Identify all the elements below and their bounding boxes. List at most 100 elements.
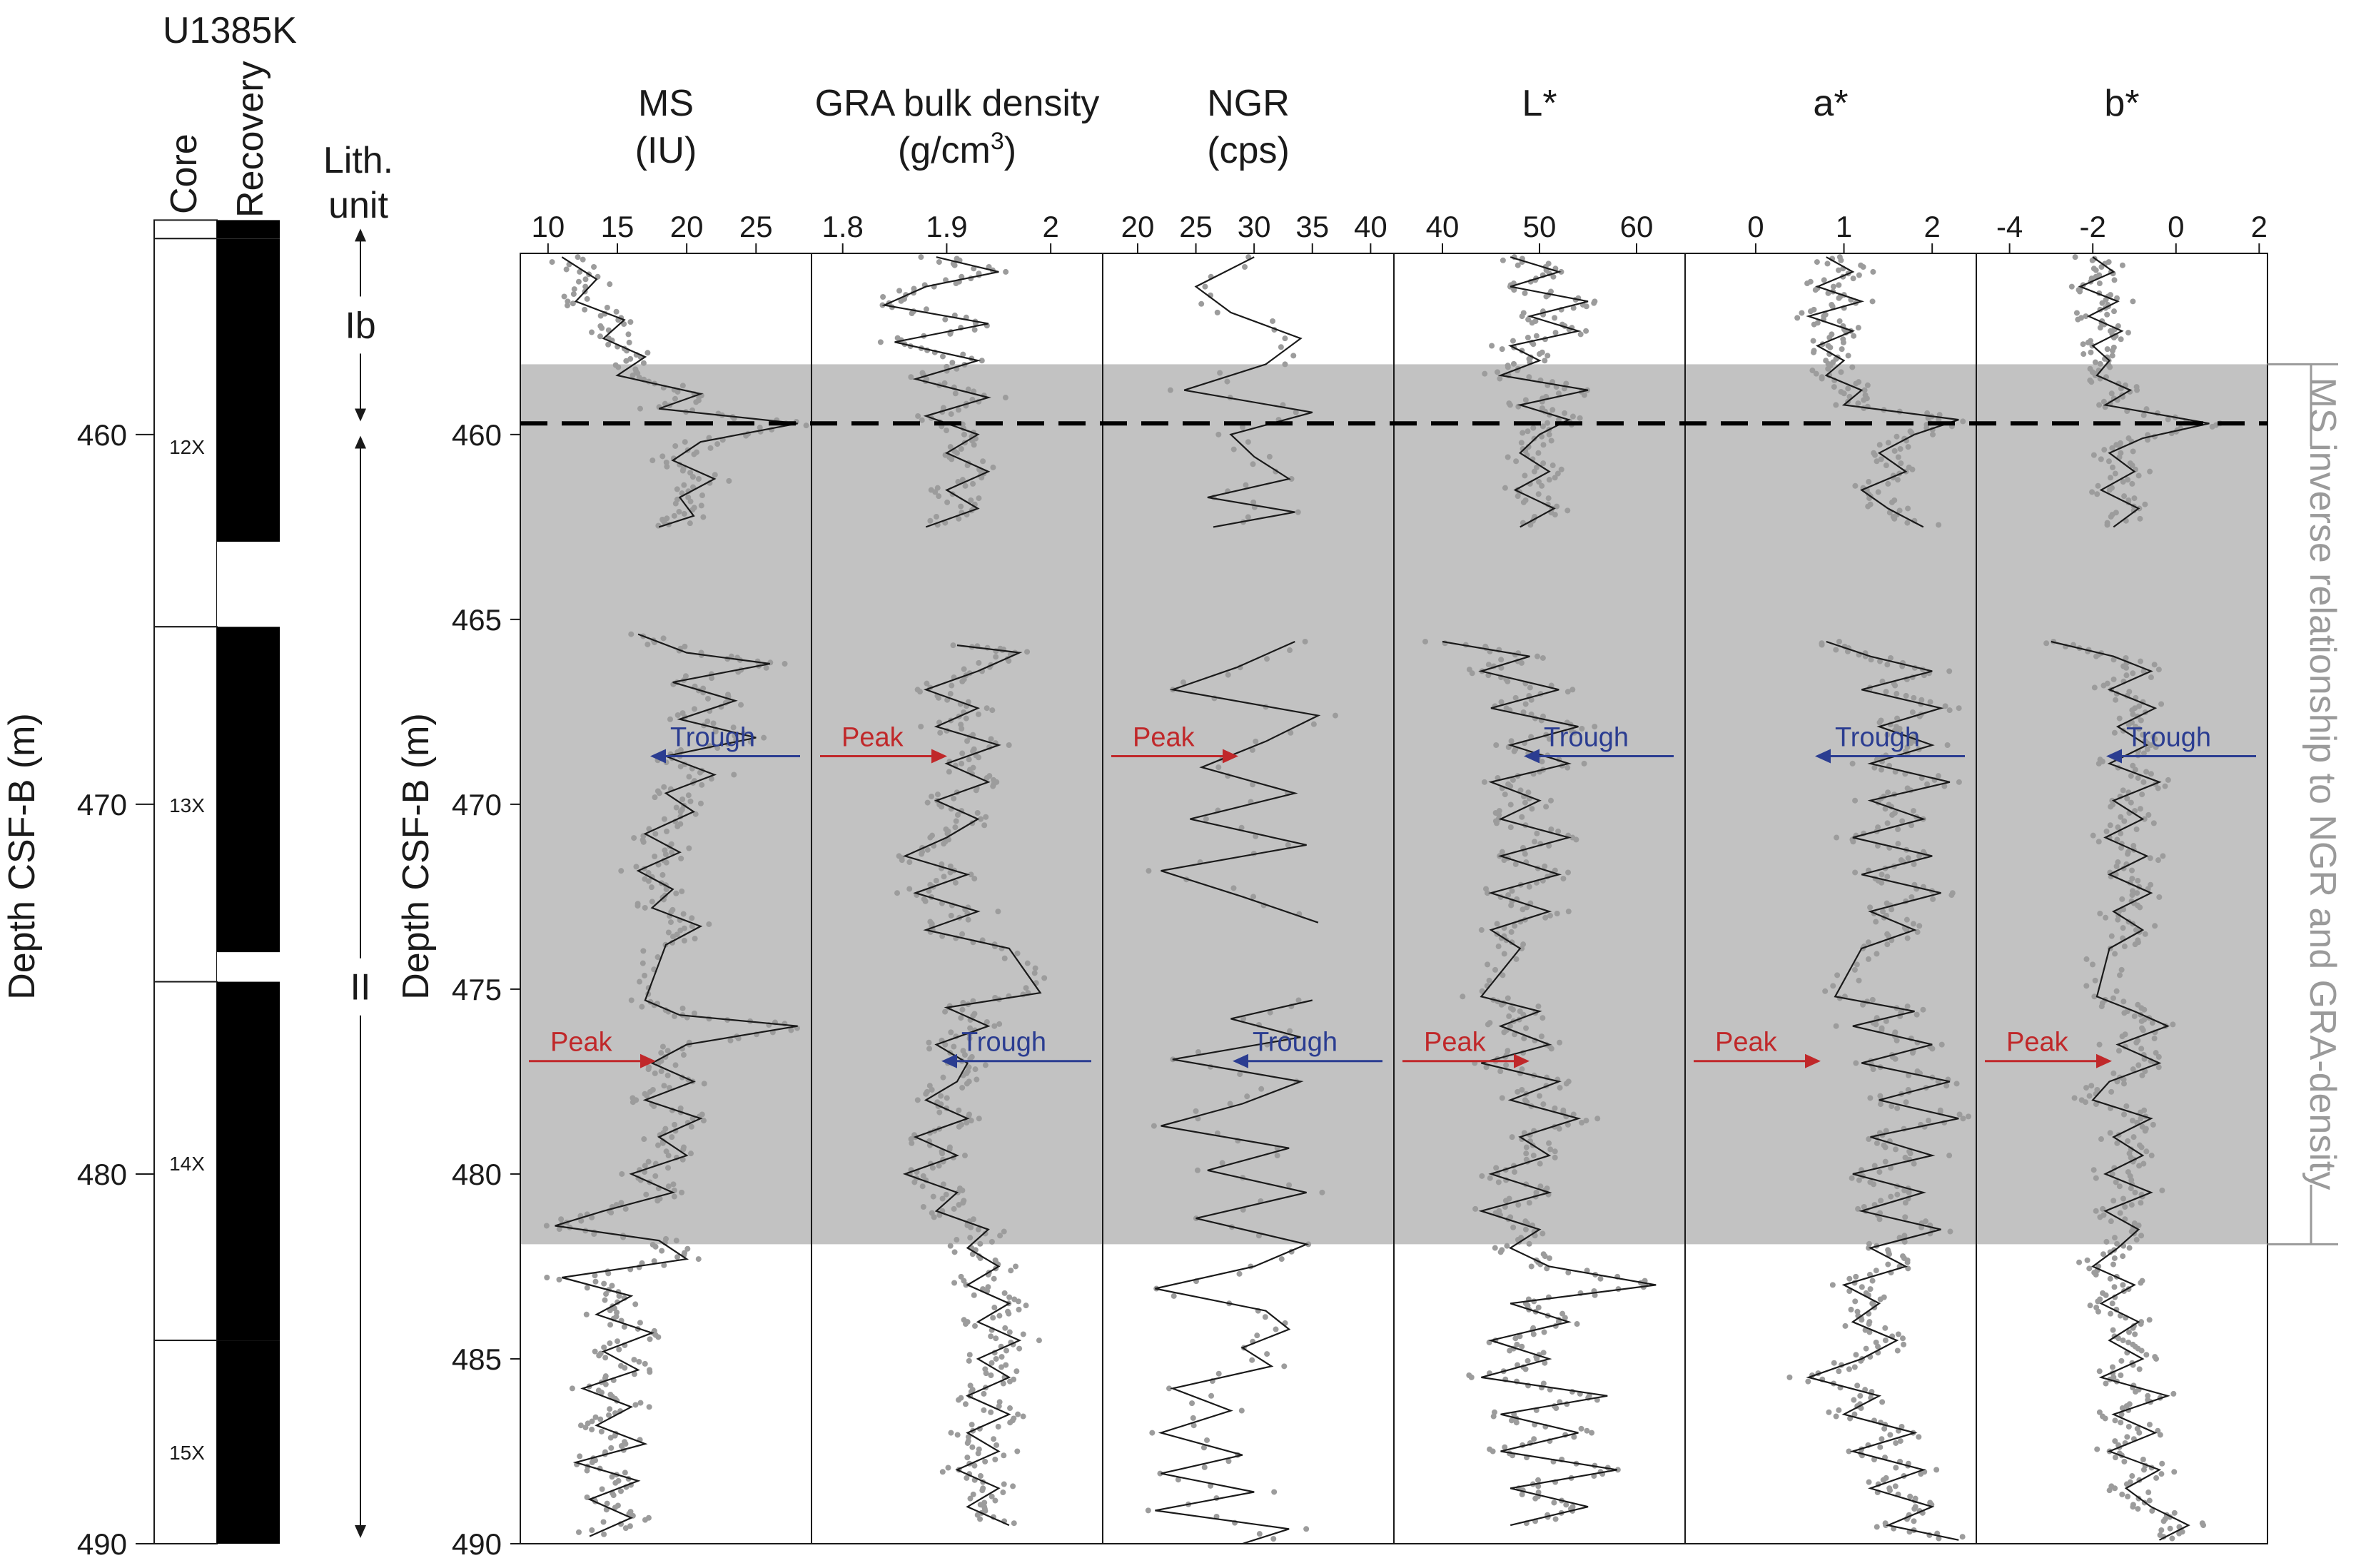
scatter-point-ms (679, 1005, 686, 1011)
scatter-point-ms (632, 1301, 639, 1307)
main-tick-label-475: 475 (452, 973, 502, 1006)
scatter-point-bstar (2151, 1035, 2158, 1041)
scatter-point-ngr (1270, 318, 1276, 324)
scatter-point-bstar (2134, 890, 2140, 896)
scatter-point-gra (951, 1043, 957, 1050)
scatter-point-ms (658, 1050, 664, 1056)
scatter-point-ngr (1217, 370, 1223, 376)
scatter-point-astar (1897, 445, 1903, 452)
scatter-point-bstar (2125, 330, 2131, 336)
series-line-ngr (1155, 999, 1313, 1545)
scatter-point-astar (1875, 489, 1881, 495)
scatter-point-ms (704, 695, 711, 702)
scatter-point-lstar (1592, 1292, 1598, 1298)
scatter-point-ms (714, 441, 721, 447)
scatter-point-ngr (1236, 1270, 1243, 1277)
scatter-point-ms (689, 507, 696, 513)
scatter-point-bstar (2124, 1434, 2130, 1440)
scatter-point-ngr (1250, 894, 1257, 900)
scatter-point-gra (899, 857, 905, 864)
scatter-point-ms (607, 1322, 614, 1328)
scatter-point-astar (1838, 257, 1844, 263)
scatter-point-astar (1889, 1103, 1895, 1109)
scatter-point-astar (1894, 1037, 1900, 1043)
scatter-point-ms (583, 1311, 590, 1317)
scatter-point-bstar (2134, 387, 2140, 393)
scatter-point-astar (1834, 834, 1840, 841)
series-line-lstar (1442, 640, 1657, 1527)
scatter-point-astar (1864, 382, 1871, 388)
trough-arrow-head (1233, 1053, 1248, 1068)
scatter-point-bstar (2108, 1310, 2114, 1317)
scatter-point-ngr (1278, 1256, 1285, 1263)
x-tick-label-gra: 1.8 (822, 210, 864, 243)
scatter-point-gra (936, 694, 942, 701)
scatter-point-bstar (2132, 1189, 2138, 1195)
scatter-point-astar (1884, 820, 1891, 826)
scatter-point-bstar (2136, 1366, 2143, 1372)
x-tick-label-lstar: 40 (1426, 210, 1460, 243)
scatter-point-astar (1908, 894, 1915, 900)
scatter-point-astar (1936, 522, 1942, 528)
scatter-point-bstar (2107, 1130, 2113, 1136)
scatter-point-lstar (1497, 375, 1503, 382)
scatter-point-gra (906, 859, 913, 866)
scatter-point-ms (627, 1523, 633, 1529)
lith-header-line1: Lith. (323, 140, 393, 181)
scatter-point-astar (1889, 811, 1896, 818)
scatter-point-bstar (2089, 257, 2095, 263)
scatter-point-gra (936, 1163, 942, 1169)
scatter-point-astar (1878, 767, 1884, 773)
scatter-point-bstar (2081, 351, 2087, 358)
scatter-point-lstar (1501, 1029, 1507, 1036)
scatter-point-ms (582, 276, 589, 283)
scatter-point-lstar (1531, 468, 1537, 475)
scatter-point-gra (944, 363, 950, 370)
scatter-point-astar (1947, 1228, 1953, 1235)
scatter-point-lstar (1546, 736, 1552, 742)
scatter-point-astar (1839, 346, 1845, 353)
scatter-point-ms (647, 1336, 653, 1342)
scatter-point-ms (707, 445, 714, 451)
scatter-point-bstar (2104, 346, 2110, 353)
scatter-point-bstar (2145, 1489, 2152, 1496)
scatter-point-bstar (2112, 1417, 2118, 1424)
scatter-point-bstar (2114, 836, 2120, 843)
scatter-point-gra (979, 1487, 986, 1494)
scatter-point-lstar (1565, 869, 1572, 876)
scatter-point-ngr (1189, 1400, 1195, 1407)
scatter-point-gra (983, 814, 989, 820)
scatter-point-astar (1904, 520, 1911, 526)
scatter-point-ms (674, 712, 681, 718)
scatter-point-ngr (1146, 868, 1152, 874)
scatter-point-bstar (2110, 1261, 2116, 1268)
scatter-point-bstar (2123, 654, 2129, 661)
scatter-point-astar (1882, 1144, 1889, 1150)
scatter-point-astar (1850, 839, 1856, 845)
scatter-point-bstar (2099, 300, 2105, 306)
scatter-point-gra (1006, 742, 1012, 749)
scatter-point-lstar (1591, 300, 1597, 306)
scatter-point-bstar (2125, 1423, 2132, 1430)
scatter-point-ms (646, 1404, 652, 1410)
main-tick-label-465: 465 (452, 603, 502, 637)
panel-unit-ngr: (cps) (1207, 130, 1290, 171)
scatter-point-gra (1016, 1306, 1022, 1312)
scatter-point-astar (1901, 1341, 1907, 1347)
scatter-point-astar (1852, 797, 1859, 804)
core-label-12X: 12X (169, 436, 205, 458)
scatter-point-gra (945, 1465, 951, 1471)
scatter-point-bstar (2088, 349, 2094, 355)
scatter-point-bstar (2104, 522, 2110, 528)
scatter-point-lstar (1540, 460, 1547, 467)
scatter-point-gra (1007, 1420, 1013, 1426)
scatter-point-lstar (1522, 1366, 1529, 1372)
scatter-point-ms (631, 835, 637, 841)
scatter-point-bstar (2124, 795, 2130, 801)
core-label-14X: 14X (169, 1153, 205, 1175)
scatter-point-astar (1886, 1251, 1893, 1258)
scatter-point-astar (1836, 318, 1843, 324)
scatter-point-lstar (1530, 1153, 1537, 1159)
scatter-point-ms (649, 457, 656, 464)
scatter-point-gra (947, 691, 954, 697)
